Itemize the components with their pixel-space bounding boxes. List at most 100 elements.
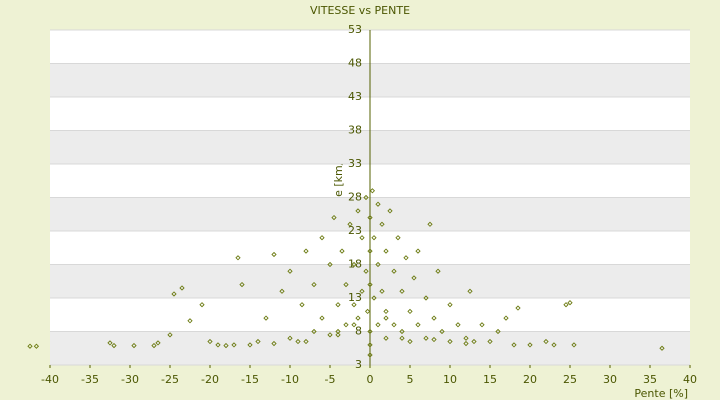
x-tick-label: -30 [121,373,139,386]
point [151,342,157,349]
point [171,291,177,297]
point [511,342,517,348]
point [179,285,185,291]
point [327,261,333,268]
point [199,302,205,308]
point [351,322,357,328]
point [515,305,521,311]
point [439,328,445,335]
point [27,343,33,349]
point [335,328,341,335]
x-tick-label: -5 [325,373,336,386]
point [295,338,301,345]
point [571,342,577,348]
point [339,248,345,254]
point [299,302,305,308]
x-tick-label: 20 [523,373,537,386]
point [379,221,385,227]
point [435,268,441,274]
point [215,342,221,348]
point [407,338,413,345]
point [375,322,381,328]
point [335,332,341,338]
x-tick-label: 40 [683,373,697,386]
y-tick-label: 8 [355,325,362,338]
point [375,261,381,268]
point [355,315,361,321]
point [371,235,377,241]
point [207,338,213,345]
point [363,268,369,274]
point [271,251,277,258]
x-tick-label: -25 [161,373,179,386]
point [379,288,385,294]
point [403,255,409,261]
point [33,343,40,349]
x-tick-label: -40 [41,373,59,386]
point [463,340,469,347]
point [399,335,405,341]
point [399,328,405,335]
point [567,300,573,306]
point [239,281,245,288]
point [107,340,113,346]
y-tick-label: 23 [348,224,362,237]
point [235,255,241,261]
y-tick-label: 13 [348,291,362,304]
point [407,308,413,315]
point [479,322,485,328]
point [311,281,317,288]
x-tick-label: 0 [367,373,374,386]
point [367,248,373,254]
point [111,342,117,349]
point [383,248,389,254]
point [431,336,437,343]
point [355,208,361,214]
point [383,335,389,341]
point [363,194,369,201]
point [343,322,349,328]
point [495,328,501,335]
point [347,221,353,227]
point [471,338,477,345]
point [395,235,401,241]
point [543,338,549,345]
x-tick-label: 35 [643,373,657,386]
point [659,345,665,351]
point [279,288,285,294]
y-tick-label: 3 [355,358,362,371]
point [383,308,389,315]
point [415,322,421,328]
point [423,295,429,301]
point [527,342,533,348]
x-tick-label: 10 [443,373,457,386]
point [447,338,453,345]
point [303,248,309,254]
point [223,342,229,349]
y-tick-label: 33 [348,157,362,170]
point [551,342,557,348]
x-tick-label: -10 [281,373,299,386]
point [131,342,137,349]
point [463,335,469,341]
point [367,352,373,358]
point [467,288,473,294]
point [287,268,293,274]
point [369,188,376,194]
point [367,328,373,335]
point [391,322,397,328]
point [387,208,393,214]
point [399,288,405,294]
point [343,281,349,288]
point [487,338,493,345]
x-tick-label: -35 [81,373,99,386]
point [319,315,325,321]
point [319,235,325,241]
point [411,275,417,281]
point [367,214,373,221]
point [367,281,373,288]
x-tick-label: 15 [483,373,497,386]
point [359,288,365,294]
x-tick-label: 5 [407,373,414,386]
point [351,261,357,268]
